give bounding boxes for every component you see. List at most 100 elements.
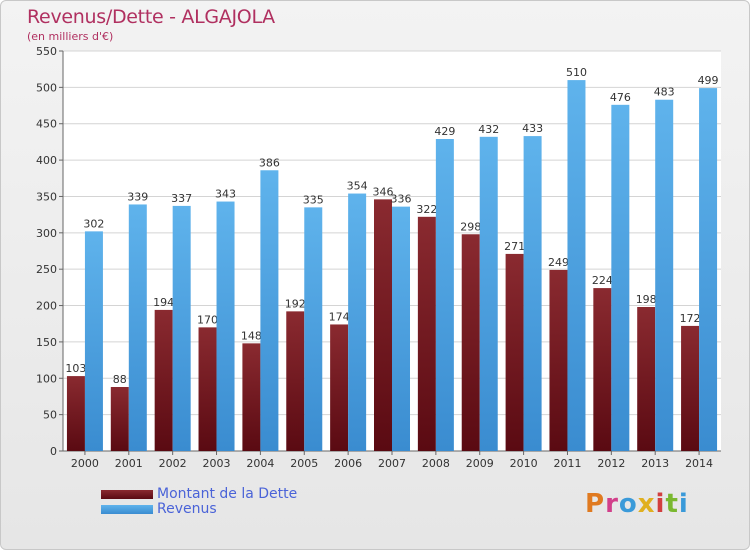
bar-debt <box>110 387 129 451</box>
y-tick-label: 200 <box>36 300 57 313</box>
logo-letter: i <box>655 489 666 519</box>
y-tick-label: 550 <box>36 45 57 58</box>
y-tick-label: 450 <box>36 118 57 131</box>
bar-revenue <box>699 88 718 451</box>
bar-debt <box>286 311 305 451</box>
data-label-debt: 172 <box>680 312 701 325</box>
data-label-debt: 170 <box>197 313 218 326</box>
x-tick-label: 2011 <box>553 457 581 470</box>
data-label-revenue: 343 <box>215 188 236 201</box>
data-label-debt: 174 <box>329 310 350 323</box>
y-tick-label: 350 <box>36 190 57 203</box>
data-label-revenue: 429 <box>434 125 455 138</box>
data-label-debt: 298 <box>460 220 481 233</box>
legend-swatch-revenue <box>101 505 153 514</box>
data-label-debt: 103 <box>65 362 86 375</box>
bar-debt <box>681 325 700 451</box>
data-label-revenue: 476 <box>610 91 631 104</box>
legend-swatch-debt <box>101 490 153 499</box>
x-tick-label: 2005 <box>290 457 318 470</box>
proxiti-logo: Proxiti <box>585 489 689 519</box>
logo-letter: t <box>665 489 679 519</box>
data-label-debt: 198 <box>636 293 657 306</box>
bar-revenue <box>84 231 103 451</box>
data-label-revenue: 337 <box>171 192 192 205</box>
chart-title: Revenus/Dette - ALGAJOLA <box>27 6 275 28</box>
bar-debt <box>154 309 173 451</box>
bar-debt <box>242 343 261 451</box>
x-tick-label: 2008 <box>422 457 450 470</box>
x-tick-label: 2014 <box>685 457 713 470</box>
data-label-revenue: 354 <box>347 180 368 193</box>
legend-label-revenue: Revenus <box>157 501 217 517</box>
bar-revenue <box>567 80 586 451</box>
x-tick-label: 2006 <box>334 457 362 470</box>
bar-revenue <box>304 207 323 451</box>
x-tick-label: 2013 <box>641 457 669 470</box>
bar-revenue <box>348 193 367 451</box>
bar-debt <box>330 324 349 451</box>
data-label-debt: 192 <box>285 297 306 310</box>
logo-letter: P <box>585 489 606 519</box>
bar-revenue <box>523 136 542 451</box>
y-tick-label: 500 <box>36 81 57 94</box>
bar-debt <box>505 253 524 451</box>
data-label-debt: 88 <box>113 373 127 386</box>
bar-debt <box>593 288 612 451</box>
y-tick-label: 400 <box>36 154 57 167</box>
data-label-revenue: 339 <box>127 190 148 203</box>
data-label-debt: 148 <box>241 329 262 342</box>
y-tick-label: 0 <box>50 445 57 458</box>
x-tick-label: 2001 <box>115 457 143 470</box>
y-tick-label: 300 <box>36 227 57 240</box>
data-label-revenue: 433 <box>522 122 543 135</box>
logo-letter: i <box>678 489 689 519</box>
data-label-debt: 322 <box>416 203 437 216</box>
x-tick-label: 2003 <box>203 457 231 470</box>
chart-subtitle: (en milliers d'€) <box>27 30 114 43</box>
bar-revenue <box>435 139 454 451</box>
bar-revenue <box>611 104 630 452</box>
data-label-debt: 271 <box>504 240 525 253</box>
bar-debt <box>461 234 480 451</box>
bar-revenue <box>260 170 279 452</box>
y-tick-label: 250 <box>36 263 57 276</box>
logo-letter: r <box>605 489 619 519</box>
x-tick-label: 2004 <box>246 457 274 470</box>
bar-revenue <box>128 204 147 451</box>
bar-debt <box>66 376 85 451</box>
data-label-revenue: 336 <box>391 193 412 206</box>
y-tick-label: 100 <box>36 372 57 385</box>
logo-letter: x <box>637 489 656 519</box>
y-tick-label: 50 <box>43 409 57 422</box>
x-tick-label: 2010 <box>510 457 538 470</box>
data-label-debt: 249 <box>548 256 569 269</box>
data-label-debt: 194 <box>153 296 174 309</box>
bar-debt <box>374 199 392 451</box>
data-label-revenue: 483 <box>654 86 675 99</box>
data-label-revenue: 386 <box>259 156 280 169</box>
x-tick-label: 2000 <box>71 457 99 470</box>
bar-revenue <box>479 136 498 451</box>
x-tick-label: 2002 <box>159 457 187 470</box>
y-tick-label: 150 <box>36 336 57 349</box>
data-label-revenue: 302 <box>83 217 104 230</box>
x-tick-label: 2012 <box>597 457 625 470</box>
bar-revenue <box>216 201 235 451</box>
bar-debt <box>417 216 436 451</box>
x-tick-label: 2009 <box>466 457 494 470</box>
bar-revenue <box>172 205 191 451</box>
bar-revenue <box>655 99 674 452</box>
bar-debt <box>549 269 568 451</box>
bar-debt <box>637 307 656 451</box>
x-tick-label: 2007 <box>378 457 406 470</box>
logo-letter: o <box>618 489 638 519</box>
bar-revenue <box>392 206 410 451</box>
bar-debt <box>198 327 217 451</box>
legend-label-debt: Montant de la Dette <box>157 486 298 502</box>
data-label-revenue: 335 <box>303 193 324 206</box>
data-label-debt: 224 <box>592 274 613 287</box>
data-label-revenue: 499 <box>698 74 719 87</box>
